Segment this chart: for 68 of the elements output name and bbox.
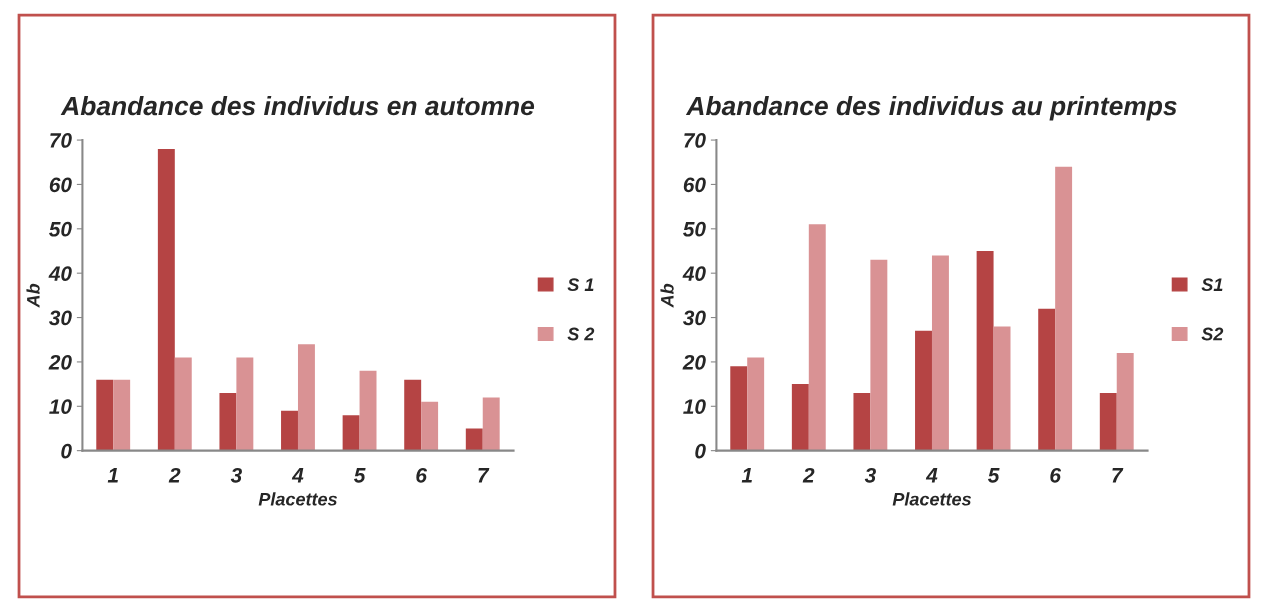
y-tick-label: 10	[49, 399, 72, 415]
bar	[870, 259, 888, 451]
x-axis-title: Placettes	[258, 492, 338, 506]
bar	[482, 397, 500, 451]
y-axis-title: Ab	[26, 283, 40, 308]
x-tick-label: 7	[1112, 468, 1124, 483]
chart-title: Abandance des individus en automne	[60, 95, 535, 116]
bar	[342, 415, 360, 451]
bar	[931, 255, 949, 451]
bar	[174, 357, 192, 451]
x-tick-label: 5	[987, 468, 1000, 483]
x-axis-title: Placettes	[892, 492, 972, 506]
x-tick-label: 7	[478, 468, 490, 483]
bar	[915, 330, 932, 451]
bar	[219, 392, 237, 451]
y-tick-label: 70	[684, 133, 706, 148]
bar	[747, 357, 765, 451]
x-tick-label: 2	[168, 467, 181, 483]
bar	[976, 250, 994, 451]
legend-label: S 1	[567, 278, 594, 292]
y-tick-label: 20	[48, 354, 72, 370]
x-tick-label: 4	[925, 468, 938, 483]
bar	[157, 148, 175, 451]
bar	[1038, 308, 1056, 451]
y-tick-label: 40	[682, 266, 706, 281]
x-tick-label: 3	[864, 467, 876, 483]
bar	[113, 379, 131, 451]
bar	[421, 401, 439, 451]
x-tick-label: 4	[291, 468, 304, 483]
y-tick-label: 60	[683, 177, 706, 193]
bar	[853, 392, 871, 451]
y-tick-label: 0	[695, 443, 706, 459]
bar	[297, 344, 315, 451]
legend-label: S2	[1201, 327, 1224, 341]
y-tick-label: 50	[683, 221, 706, 237]
y-tick-label: 30	[49, 310, 72, 326]
bar	[1099, 392, 1117, 451]
y-tick-label: 0	[61, 443, 72, 459]
bar	[359, 370, 377, 451]
bar	[791, 384, 809, 451]
x-tick-label: 1	[741, 468, 752, 483]
bar	[1116, 353, 1134, 451]
y-tick-label: 20	[682, 354, 706, 370]
y-tick-label: 70	[50, 133, 72, 148]
bar	[808, 224, 826, 451]
bar	[465, 428, 483, 451]
y-tick-label: 10	[683, 399, 706, 415]
bar	[236, 357, 254, 451]
y-tick-label: 50	[49, 221, 72, 237]
bar	[1055, 166, 1073, 451]
y-tick-label: 40	[48, 266, 72, 281]
y-tick-label: 30	[683, 310, 706, 326]
x-tick-label: 6	[1050, 467, 1062, 483]
x-tick-label: 2	[802, 467, 815, 483]
bar	[404, 379, 422, 451]
legend-label: S1	[1201, 278, 1223, 292]
x-tick-label: 1	[107, 468, 118, 483]
bar	[730, 366, 748, 451]
chart-title: Abandance des individus au printemps	[685, 95, 1177, 121]
bar	[96, 379, 114, 451]
x-tick-label: 5	[353, 468, 366, 483]
bar	[993, 326, 1011, 451]
y-tick-label: 60	[49, 177, 72, 193]
bar	[281, 410, 298, 451]
x-tick-label: 3	[230, 467, 242, 483]
legend-label: S 2	[567, 327, 595, 341]
x-tick-label: 6	[416, 467, 428, 483]
y-axis-title: Ab	[660, 283, 674, 308]
